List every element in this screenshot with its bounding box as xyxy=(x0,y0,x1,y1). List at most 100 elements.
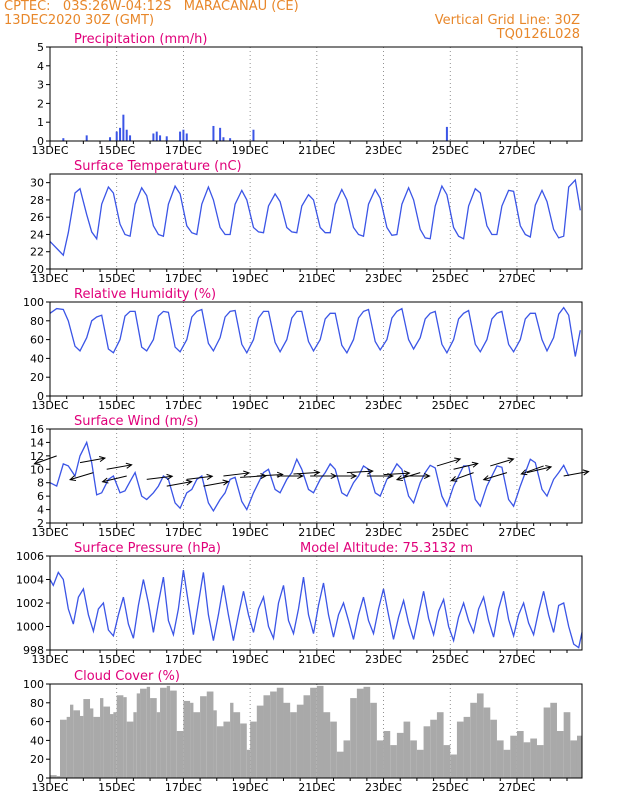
cloud-area-slice xyxy=(383,731,391,778)
wind-arrow xyxy=(223,472,249,477)
wind-arrow-head xyxy=(125,462,133,469)
wind-arrow-head xyxy=(313,469,321,476)
pres-xtick-label: 15DEC xyxy=(98,653,135,666)
cloud-ytick-label: 80 xyxy=(30,697,44,710)
wind-xtick-label: 19DEC xyxy=(232,526,269,539)
wind-arrow-head xyxy=(507,457,515,464)
precip-ytick-label: 2 xyxy=(37,97,44,110)
cloud-xtick-label: 13DEC xyxy=(31,781,68,794)
temp-ytick-label: 20 xyxy=(30,263,44,276)
cloud-area-slice xyxy=(363,686,371,778)
precip-bar xyxy=(212,125,215,141)
wind-arrow xyxy=(521,465,544,475)
cloud-area-slice xyxy=(83,699,91,778)
pres-ytick-label: 1006 xyxy=(16,550,44,563)
wind-arrow-head xyxy=(350,472,358,480)
cloud-area-slice xyxy=(103,706,111,778)
cloud-area-slice xyxy=(476,693,484,778)
rh-frame xyxy=(49,301,583,397)
precip-bar xyxy=(122,114,125,141)
cloud-area-slice xyxy=(323,712,331,778)
rh-ytick-label: 20 xyxy=(30,371,44,384)
wind-arrow xyxy=(106,464,132,470)
cloud-xtick-label: 21DEC xyxy=(298,781,335,794)
rh-ytick-label: 60 xyxy=(30,334,44,347)
wind-xtick-label: 17DEC xyxy=(165,526,202,539)
rh-xtick-label: 27DEC xyxy=(498,399,535,412)
wind-arrow xyxy=(146,475,173,480)
cloud-area-slice xyxy=(496,740,504,778)
rh-xtick-label: 13DEC xyxy=(31,399,68,412)
temp-ytick-label: 30 xyxy=(30,177,44,190)
cloud-area-slice xyxy=(450,754,457,778)
cloud-area-slice xyxy=(303,695,311,778)
precip-bar xyxy=(115,131,118,141)
cloud-area-slice xyxy=(316,685,324,778)
wind-arrow xyxy=(293,471,320,475)
cloud-area-slice xyxy=(240,723,247,778)
rh-ytick-label: 80 xyxy=(30,315,44,328)
cloud-area-slice xyxy=(370,702,377,778)
temp-frame xyxy=(49,173,583,270)
wind-arrow-head xyxy=(520,469,528,476)
wind-arrow-head xyxy=(454,457,462,464)
pres-xtick-label: 25DEC xyxy=(432,653,469,666)
cloud-area-slice xyxy=(436,712,444,778)
cloud-area-slice xyxy=(536,745,544,778)
precip-bar xyxy=(62,138,65,141)
cloud-xtick-label: 19DEC xyxy=(232,781,269,794)
precip-xtick-label: 23DEC xyxy=(365,144,402,157)
cloud-area-slice xyxy=(230,702,234,778)
wind-ytick-label: 14 xyxy=(30,436,44,449)
precip-bar xyxy=(445,126,448,141)
cloud-area-slice xyxy=(463,716,471,778)
wind-arrow-head xyxy=(166,473,174,480)
precip-xtick-label: 15DEC xyxy=(98,144,135,157)
rh-title: Relative Humidity (%) xyxy=(74,287,216,302)
cloud-ytick-label: 100 xyxy=(23,678,44,691)
cloud-area-slice xyxy=(336,751,344,778)
cloud-ytick-label: 60 xyxy=(30,716,44,729)
header-code: TQ0126L028 xyxy=(496,27,580,42)
cloud-area-slice xyxy=(216,726,224,778)
cloud-area-slice xyxy=(183,700,191,778)
wind-ytick-label: 4 xyxy=(37,504,44,517)
pres-ytick-label: 1004 xyxy=(16,574,44,587)
wind-arrow-head xyxy=(222,479,230,486)
cloud-area-slice xyxy=(113,712,117,778)
cloud-area-slice xyxy=(430,719,437,778)
wind-xtick-label: 23DEC xyxy=(365,526,402,539)
wind-arrow-head xyxy=(366,468,374,475)
wind-ytick-label: 8 xyxy=(37,477,44,490)
cloud-area-slice xyxy=(156,712,161,778)
wind-arrow-head xyxy=(403,470,411,477)
cloud-area-slice xyxy=(176,731,184,778)
cloud-area-slice xyxy=(456,721,464,778)
cloud-area-slice xyxy=(396,732,404,778)
wind-arrow-head xyxy=(99,455,107,463)
pres-xtick-label: 27DEC xyxy=(498,653,535,666)
wind-arrow-head xyxy=(33,459,41,466)
temp-xtick-label: 19DEC xyxy=(232,272,269,285)
cloud-area-slice xyxy=(410,740,417,778)
precip-xtick-label: 25DEC xyxy=(432,144,469,157)
pres-title: Surface Pressure (hPa) xyxy=(74,541,221,556)
cloud-area-slice xyxy=(146,686,151,778)
rh-xtick-label: 17DEC xyxy=(165,399,202,412)
cloud-area-slice xyxy=(206,691,214,778)
precip-bar xyxy=(179,131,182,141)
precip-frame xyxy=(49,46,583,142)
precip-ytick-label: 1 xyxy=(37,116,44,129)
wind-ytick-label: 10 xyxy=(30,463,44,476)
wind-frame xyxy=(49,428,583,524)
cloud-area-slice xyxy=(443,745,451,778)
cloud-ytick-label: 20 xyxy=(30,753,44,766)
precip-xtick-label: 17DEC xyxy=(165,144,202,157)
wind-xtick-label: 21DEC xyxy=(298,526,335,539)
wind-arrow xyxy=(490,458,514,467)
wind-arrow xyxy=(346,470,373,474)
cloud-area-slice xyxy=(416,749,424,778)
cloud-area-slice xyxy=(510,735,517,778)
rh-ytick-label: 100 xyxy=(23,296,44,309)
